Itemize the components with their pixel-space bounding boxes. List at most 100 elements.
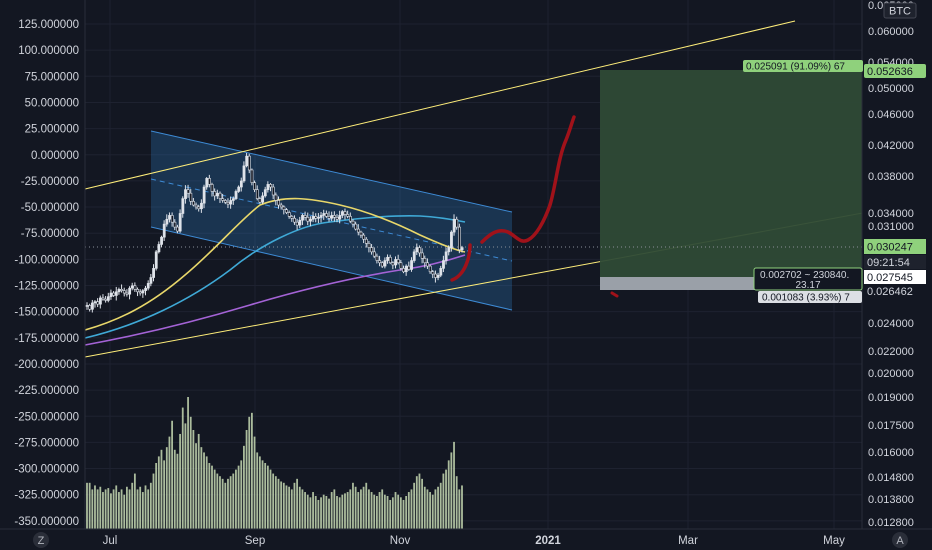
- candle: [146, 280, 150, 291]
- left-axis-tick: -125.000000: [14, 281, 79, 293]
- volume-bar: [397, 494, 400, 529]
- candle: [91, 299, 94, 313]
- candle: [325, 210, 328, 218]
- long-position-tool[interactable]: [600, 70, 862, 290]
- candle: [205, 177, 209, 190]
- volume-bar: [445, 469, 447, 529]
- volume-bar: [184, 423, 187, 529]
- auto-scale-button[interactable]: Z: [33, 532, 49, 548]
- volume-bar: [312, 492, 314, 529]
- candle: [279, 202, 283, 210]
- volume-bar: [296, 478, 299, 529]
- candle: [133, 282, 137, 292]
- candle: [96, 298, 100, 308]
- symbol-badge[interactable]: BTC: [883, 2, 917, 19]
- candle: [317, 213, 320, 224]
- volume-bar: [125, 486, 128, 529]
- candle: [351, 219, 355, 228]
- candle: [447, 245, 451, 256]
- candle: [436, 272, 440, 281]
- candle: [311, 211, 315, 223]
- volume-bar: [213, 469, 216, 529]
- upper-trend-line[interactable]: [84, 20, 796, 190]
- svg-text:0.027545: 0.027545: [867, 272, 913, 284]
- svg-text:0.026462: 0.026462: [867, 286, 913, 298]
- candle: [138, 289, 142, 296]
- candle: [234, 189, 238, 201]
- candle: [210, 182, 214, 197]
- right-axis-tick: 0.012800: [868, 517, 914, 529]
- candle: [168, 212, 171, 223]
- volume-bar: [195, 443, 197, 529]
- volume-bar: [245, 430, 248, 529]
- right-axis-tick: 0.013800: [868, 494, 914, 506]
- volume-bar: [360, 489, 362, 529]
- candle: [250, 168, 254, 186]
- candle: [404, 264, 408, 276]
- candle: [261, 192, 265, 204]
- volume-bar: [386, 496, 389, 529]
- target-pct-label: 0.025091 (91.09%) 67: [743, 60, 863, 73]
- volume-bar: [461, 485, 463, 529]
- left-price-axis[interactable]: 125.000000 100.000000 75.000000 50.000000 25…: [14, 0, 86, 529]
- candle: [231, 196, 235, 205]
- candle: [181, 196, 185, 218]
- volume-bar: [110, 493, 112, 529]
- candle: [309, 216, 312, 227]
- volume-bar: [349, 489, 352, 529]
- candle: [354, 221, 358, 231]
- left-axis-tick: -225.000000: [14, 385, 79, 397]
- candle: [162, 220, 166, 241]
- volume-bar: [139, 486, 142, 529]
- candle: [386, 254, 390, 264]
- candle: [274, 192, 278, 206]
- volume-bar: [237, 465, 240, 529]
- svg-text:09:21:54: 09:21:54: [867, 257, 910, 269]
- volume-bar: [309, 497, 312, 529]
- volume-bar: [243, 445, 245, 529]
- candle: [285, 208, 288, 215]
- volume-bar: [439, 482, 442, 529]
- candle: [388, 254, 392, 265]
- volume-bar: [429, 492, 431, 529]
- volume-bar: [365, 482, 368, 529]
- candle: [152, 264, 155, 282]
- candle: [359, 230, 363, 238]
- volume-bar: [368, 489, 370, 529]
- svg-text:0.002702 ~ 230840.: 0.002702 ~ 230840.: [760, 270, 849, 281]
- volume-bar: [375, 496, 378, 529]
- candle: [434, 270, 437, 283]
- volume-bar: [362, 486, 365, 529]
- left-axis-tick: -350.000000: [14, 516, 79, 528]
- target-price-label: 0.052636: [864, 64, 926, 78]
- candle: [202, 184, 206, 209]
- candle: [117, 287, 121, 295]
- volume-bar: [187, 397, 189, 529]
- left-axis-tick: 75.000000: [25, 71, 79, 83]
- volume-bar: [453, 441, 455, 529]
- stop-price-label: 0.026462: [864, 284, 926, 298]
- candle: [277, 196, 280, 209]
- candle: [184, 185, 187, 204]
- volume-bar: [197, 433, 200, 529]
- volume-bar: [208, 463, 211, 529]
- candle: [149, 273, 153, 287]
- candle: [247, 153, 251, 174]
- volume-bar: [155, 463, 158, 529]
- volume-bar: [160, 449, 163, 529]
- candle: [157, 241, 161, 254]
- volume-bar: [176, 453, 179, 529]
- prediction-drawing[interactable]: [450, 115, 619, 298]
- volume-bar: [229, 476, 232, 529]
- candle: [88, 303, 92, 312]
- volume-bar: [152, 473, 155, 529]
- candle: [112, 291, 116, 297]
- volume-bar: [168, 436, 171, 529]
- candle: [370, 244, 374, 255]
- log-scale-button[interactable]: A: [892, 532, 908, 548]
- candle: [101, 294, 105, 301]
- candle: [120, 284, 124, 293]
- time-axis[interactable]: Jul Sep Nov 2021 Mar May: [103, 535, 845, 547]
- volume-bar: [118, 492, 120, 529]
